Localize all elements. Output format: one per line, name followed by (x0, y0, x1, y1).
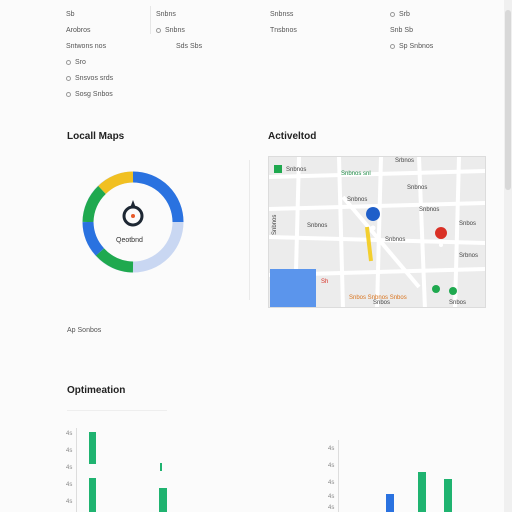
top-link[interactable]: Snsvos srds (66, 70, 113, 86)
y-axis (338, 440, 339, 512)
radio-icon (390, 11, 395, 17)
y-axis (76, 428, 77, 512)
top-column-4: Srb Snb Sb Sp Snbnos (390, 6, 433, 54)
y-tick-label: 4s (328, 505, 335, 511)
top-link[interactable]: Snbns (156, 10, 176, 18)
map-label: Snbnos (385, 237, 406, 243)
map-label: Snbnos (407, 185, 428, 191)
map-pin-blue-icon (366, 207, 381, 239)
top-link[interactable]: Arobros (66, 26, 91, 34)
map-label: Snbos (373, 300, 391, 306)
top-link[interactable]: Sb (66, 10, 75, 18)
bar (418, 472, 426, 512)
map-section-title: Activeltod (268, 131, 317, 142)
map-label: Snbnos (286, 167, 307, 173)
donut-segment-green (82, 186, 106, 223)
bar (89, 478, 96, 512)
donut-segment-yellow (98, 171, 134, 195)
top-link[interactable]: Srb (390, 6, 433, 22)
bar (444, 479, 452, 512)
divider (150, 6, 151, 34)
top-link[interactable]: Snbnss (270, 10, 294, 18)
map-poi-green-icon (449, 287, 457, 295)
map-label: Snbnos (307, 223, 328, 229)
map-label: Snbnos (347, 197, 368, 203)
top-link[interactable]: Snb Sb (390, 26, 413, 34)
map-label: Sh (321, 279, 329, 285)
map-label: Srbnos (395, 158, 415, 164)
bar (89, 432, 96, 464)
top-link[interactable]: Sds Sbs (176, 42, 203, 50)
map-label: Snbnos (272, 214, 278, 235)
y-tick-label: 4s (328, 480, 335, 486)
section-divider (249, 160, 250, 300)
y-tick-label: 4s (66, 465, 73, 471)
y-tick-label: 4s (66, 431, 73, 437)
map-pin-red-icon (435, 227, 448, 253)
y-tick-label: 4s (328, 446, 335, 452)
map-label: Snbnos (419, 207, 440, 213)
top-link[interactable]: Sntwons nos (66, 42, 107, 50)
top-column-3: Snbnss Tnsbnos (270, 6, 297, 38)
local-maps-title: Locall Maps (67, 131, 125, 142)
radio-icon (66, 59, 71, 65)
donut-center-label: Qeotbnd (116, 237, 143, 244)
map-label: Snbnos snl (341, 171, 371, 177)
map-label: Snbos Snbnos Snbos (349, 295, 407, 301)
map-poi-green-icon (432, 285, 440, 293)
top-link[interactable]: Sosg Snbos (66, 86, 113, 102)
donut-segment-blue-2 (82, 221, 105, 256)
top-link[interactable]: Sro (66, 54, 113, 70)
y-tick-label: 4s (66, 499, 73, 505)
y-tick-label: 4s (328, 494, 335, 500)
radio-icon (66, 75, 71, 81)
local-maps-donut (82, 171, 184, 273)
map-label: Snbos (449, 300, 467, 306)
y-tick-label: 4s (328, 463, 335, 469)
radio-icon (390, 43, 395, 49)
scrollbar-thumb[interactable] (505, 10, 511, 190)
divider (67, 410, 167, 411)
top-link[interactable]: Snbns (156, 22, 202, 38)
top-link[interactable]: Sp Snbnos (390, 38, 433, 54)
map-label: Srbnos (459, 253, 479, 259)
location-pin-icon (122, 200, 144, 227)
top-column-2: Snbns Snbns Sds Sbs (156, 6, 202, 54)
radio-icon (156, 27, 161, 33)
map-poi-square-icon (274, 165, 282, 173)
scrollbar[interactable] (504, 0, 512, 512)
map-streets (269, 157, 485, 307)
y-tick-label: 4s (66, 482, 73, 488)
bar (160, 463, 162, 471)
bar (159, 488, 167, 512)
y-tick-label: 4s (66, 448, 73, 454)
top-column-1: Sb Arobros Sntwons nos Sro Snsvos srds S… (66, 6, 113, 102)
donut-segment-green-2 (95, 248, 134, 273)
bar (386, 494, 394, 512)
optimization-title: Optimeation (67, 385, 126, 396)
top-link[interactable]: Tnsbnos (270, 26, 297, 34)
radio-icon (66, 91, 71, 97)
map-label: Snbos (459, 221, 477, 227)
local-maps-caption: Ap Sonbos (67, 327, 102, 334)
map-view[interactable]: Snbnos Snbnos snl Srbnos Snbnos Snbnos S… (268, 156, 486, 308)
donut-segment-blue (132, 171, 184, 223)
